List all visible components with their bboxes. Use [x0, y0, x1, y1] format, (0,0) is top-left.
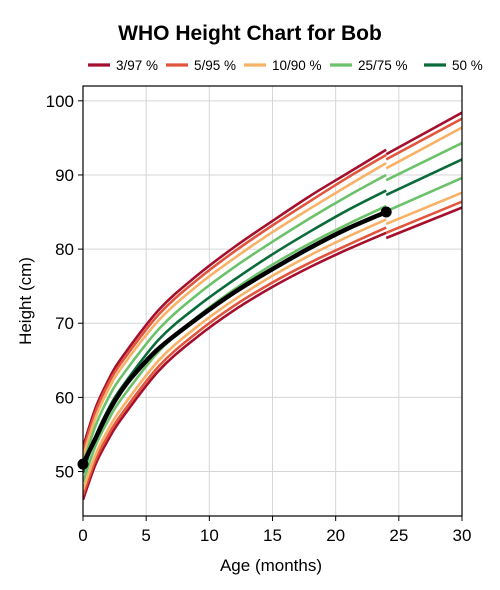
legend-label: 10/90 %	[272, 58, 322, 73]
percentile-curve-25-75	[83, 173, 387, 465]
x-tick-label: 5	[141, 526, 150, 545]
legend-item: 5/95 %	[166, 58, 236, 73]
percentile-curve-3-97	[83, 148, 387, 448]
legend-item: 10/90 %	[244, 58, 322, 73]
x-tick-label: 30	[453, 526, 472, 545]
percentile-curve-3-97	[385, 111, 462, 156]
percentile-curve-50	[385, 158, 462, 197]
y-tick-label: 100	[46, 92, 74, 111]
x-axis-ticks: 0 5 10 15 20 25 30	[78, 516, 471, 545]
percentile-curve-10-90	[385, 191, 462, 226]
x-tick-label: 20	[326, 526, 345, 545]
percentile-curve-25-75	[385, 176, 462, 213]
measurement-point	[380, 206, 392, 218]
legend-label: 25/75 %	[358, 58, 408, 73]
percentile-curve-25-75	[385, 141, 462, 182]
percentile-curve-5-95	[83, 153, 387, 452]
legend-label: 3/97 %	[116, 58, 158, 73]
legend-label: 50 %	[452, 58, 483, 73]
legend: 3/97 % 5/95 % 10/90 % 25/75 % 50 %	[88, 58, 483, 73]
x-tick-label: 10	[200, 526, 219, 545]
x-tick-label: 15	[263, 526, 282, 545]
y-axis-label: Height (cm)	[16, 257, 35, 345]
legend-item: 50 %	[424, 58, 483, 73]
y-tick-label: 80	[55, 240, 74, 259]
y-tick-label: 70	[55, 314, 74, 333]
y-tick-label: 50	[55, 463, 74, 482]
percentile-curve-10-90	[83, 161, 387, 458]
y-tick-label: 90	[55, 166, 74, 185]
chart-title: WHO Height Chart for Bob	[118, 22, 382, 45]
percentile-curve-10-90	[385, 126, 462, 170]
x-tick-label: 0	[78, 526, 87, 545]
x-axis-label: Age (months)	[220, 556, 322, 575]
percentile-curve-5-95	[83, 226, 387, 496]
y-tick-label: 60	[55, 388, 74, 407]
legend-item: 3/97 %	[88, 58, 158, 73]
percentile-curve-5-95	[385, 117, 462, 161]
percentile-curve-3-97	[83, 231, 387, 501]
child-height-line	[80, 209, 389, 467]
x-tick-label: 25	[389, 526, 408, 545]
percentile-curve-5-95	[385, 200, 462, 234]
percentile-curve-10-90	[83, 218, 387, 491]
legend-label: 5/95 %	[194, 58, 236, 73]
percentile-curve-3-97	[385, 206, 462, 240]
y-axis-ticks: 50 60 70 80 90 100	[46, 92, 83, 482]
legend-item: 25/75 %	[330, 58, 408, 73]
